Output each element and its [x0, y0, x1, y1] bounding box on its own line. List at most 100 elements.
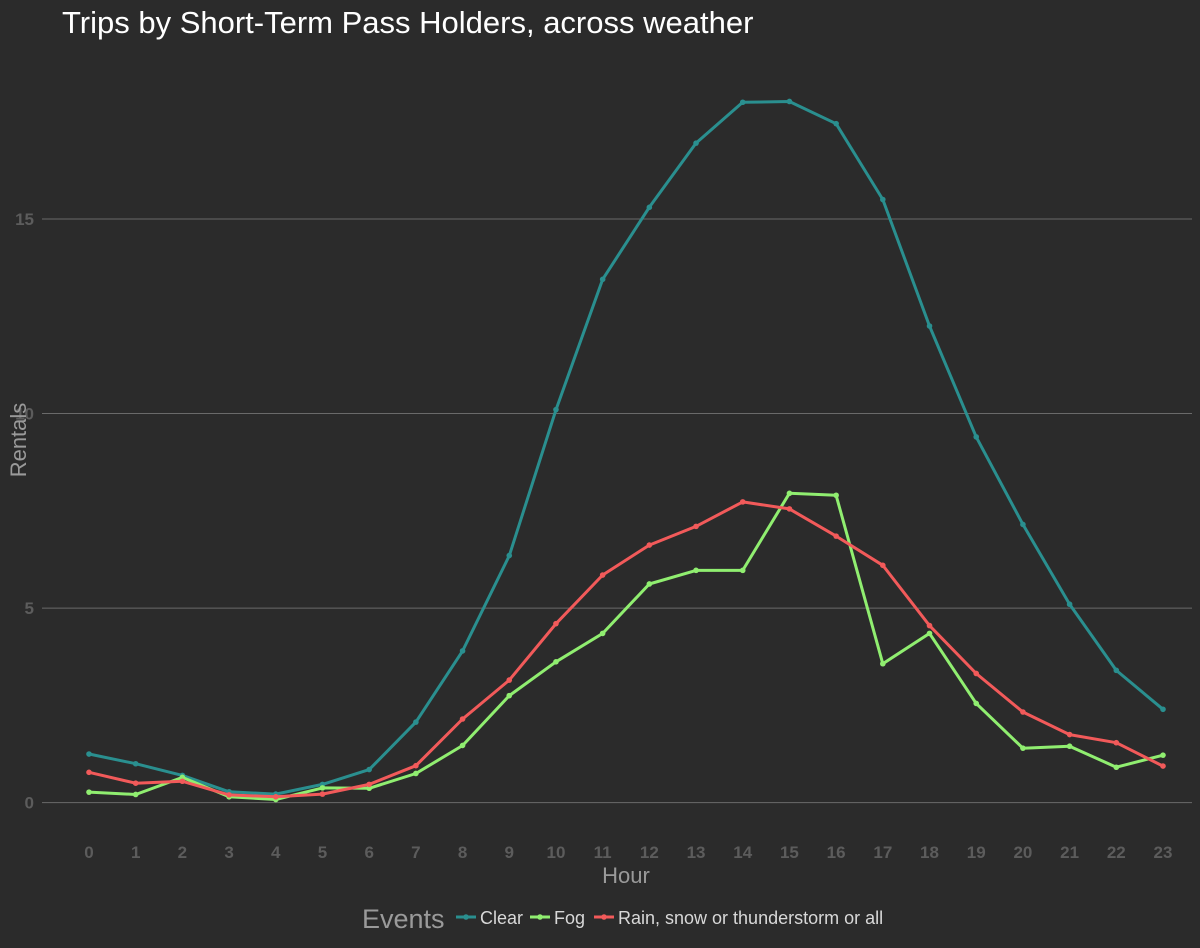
- legend-key-point: [601, 914, 607, 920]
- x-tick-label: 5: [318, 843, 327, 862]
- data-point: [413, 762, 419, 769]
- data-point: [833, 492, 839, 499]
- x-tick-label: 23: [1154, 843, 1173, 862]
- data-point: [880, 660, 886, 667]
- y-tick-label: 0: [25, 794, 34, 813]
- chart-title: Trips by Short-Term Pass Holders, across…: [62, 5, 753, 40]
- series-group: [86, 98, 1166, 803]
- data-point: [1160, 706, 1166, 713]
- data-point: [1020, 709, 1026, 715]
- data-point: [880, 562, 886, 569]
- data-point: [833, 120, 839, 127]
- data-point: [366, 766, 372, 773]
- data-point: [86, 769, 92, 776]
- series-2: [86, 490, 1166, 803]
- data-point: [459, 716, 466, 722]
- data-point: [646, 204, 653, 211]
- data-point: [739, 99, 746, 106]
- legend-item: Fog: [530, 908, 585, 928]
- data-point: [132, 780, 139, 786]
- x-tick-label: 8: [458, 843, 467, 862]
- data-point: [319, 785, 326, 791]
- data-point: [1066, 731, 1073, 738]
- data-point: [1020, 521, 1026, 528]
- data-point: [366, 781, 372, 788]
- data-point: [86, 789, 92, 795]
- x-tick-label: 19: [967, 843, 986, 862]
- data-point: [646, 542, 653, 548]
- series-line: [88, 500, 1164, 799]
- data-point: [413, 770, 419, 777]
- data-point: [926, 622, 933, 629]
- data-point: [459, 742, 466, 749]
- x-tick-label: 14: [733, 843, 752, 862]
- data-point: [226, 792, 232, 798]
- data-point: [599, 572, 606, 578]
- data-point: [973, 434, 980, 440]
- series-1: [86, 98, 1166, 797]
- data-point: [132, 760, 139, 767]
- data-point: [1160, 752, 1166, 758]
- data-point: [506, 552, 513, 559]
- data-point: [786, 98, 793, 105]
- series-line: [88, 491, 1164, 801]
- data-point: [693, 523, 699, 530]
- x-tick-label: 20: [1013, 843, 1032, 862]
- data-point: [880, 196, 886, 203]
- x-axis-ticks: 0 1 2 3 4 5 6 7 8 9 10 11 12 13 14 15 16 17 18 19 20 21 22 23: [84, 843, 1172, 862]
- y-axis-title: Rentals: [6, 403, 31, 478]
- x-tick-label: 11: [594, 843, 612, 862]
- data-point: [973, 700, 980, 707]
- data-point: [739, 499, 746, 505]
- legend-title: Events: [362, 904, 445, 934]
- data-point: [833, 533, 839, 539]
- data-point: [1160, 763, 1166, 769]
- data-point: [926, 323, 933, 329]
- data-point: [786, 490, 793, 497]
- data-point: [553, 406, 559, 413]
- data-point: [506, 692, 513, 699]
- legend-label: Clear: [480, 908, 523, 928]
- data-point: [1113, 667, 1120, 674]
- x-tick-label: 18: [920, 843, 939, 862]
- x-tick-label: 15: [780, 843, 799, 862]
- data-point: [1020, 745, 1026, 751]
- data-point: [272, 794, 279, 800]
- x-tick-label: 2: [178, 843, 187, 862]
- y-axis-ticks: 0 5 10 15: [15, 210, 34, 813]
- legend-key-point: [463, 914, 469, 920]
- data-point: [693, 567, 699, 574]
- y-tick-label: 5: [25, 599, 34, 618]
- data-point: [366, 785, 372, 792]
- legend-key-point: [537, 914, 543, 920]
- y-tick-label: 10: [15, 405, 34, 424]
- x-tick-label: 10: [546, 843, 565, 862]
- data-point: [693, 140, 699, 146]
- data-point: [1066, 601, 1073, 608]
- data-point: [413, 719, 419, 725]
- x-tick-label: 22: [1107, 843, 1126, 862]
- data-point: [1066, 743, 1073, 750]
- data-point: [739, 567, 746, 574]
- data-point: [179, 778, 186, 785]
- data-point: [86, 751, 92, 757]
- x-tick-label: 1: [131, 843, 140, 862]
- x-tick-label: 3: [224, 843, 233, 862]
- data-point: [506, 677, 513, 683]
- data-point: [646, 581, 653, 587]
- data-point: [553, 658, 559, 665]
- legend-label: Rain, snow or thunderstorm or all: [618, 908, 883, 928]
- x-tick-label: 6: [364, 843, 373, 862]
- x-tick-label: 4: [271, 843, 281, 862]
- data-point: [132, 791, 139, 798]
- x-tick-label: 21: [1060, 843, 1079, 862]
- data-point: [786, 506, 793, 512]
- x-tick-label: 9: [505, 843, 514, 862]
- data-point: [599, 630, 606, 637]
- data-point: [319, 791, 326, 797]
- legend-label: Fog: [554, 908, 585, 928]
- x-tick-label: 16: [827, 843, 846, 862]
- data-point: [1113, 739, 1120, 746]
